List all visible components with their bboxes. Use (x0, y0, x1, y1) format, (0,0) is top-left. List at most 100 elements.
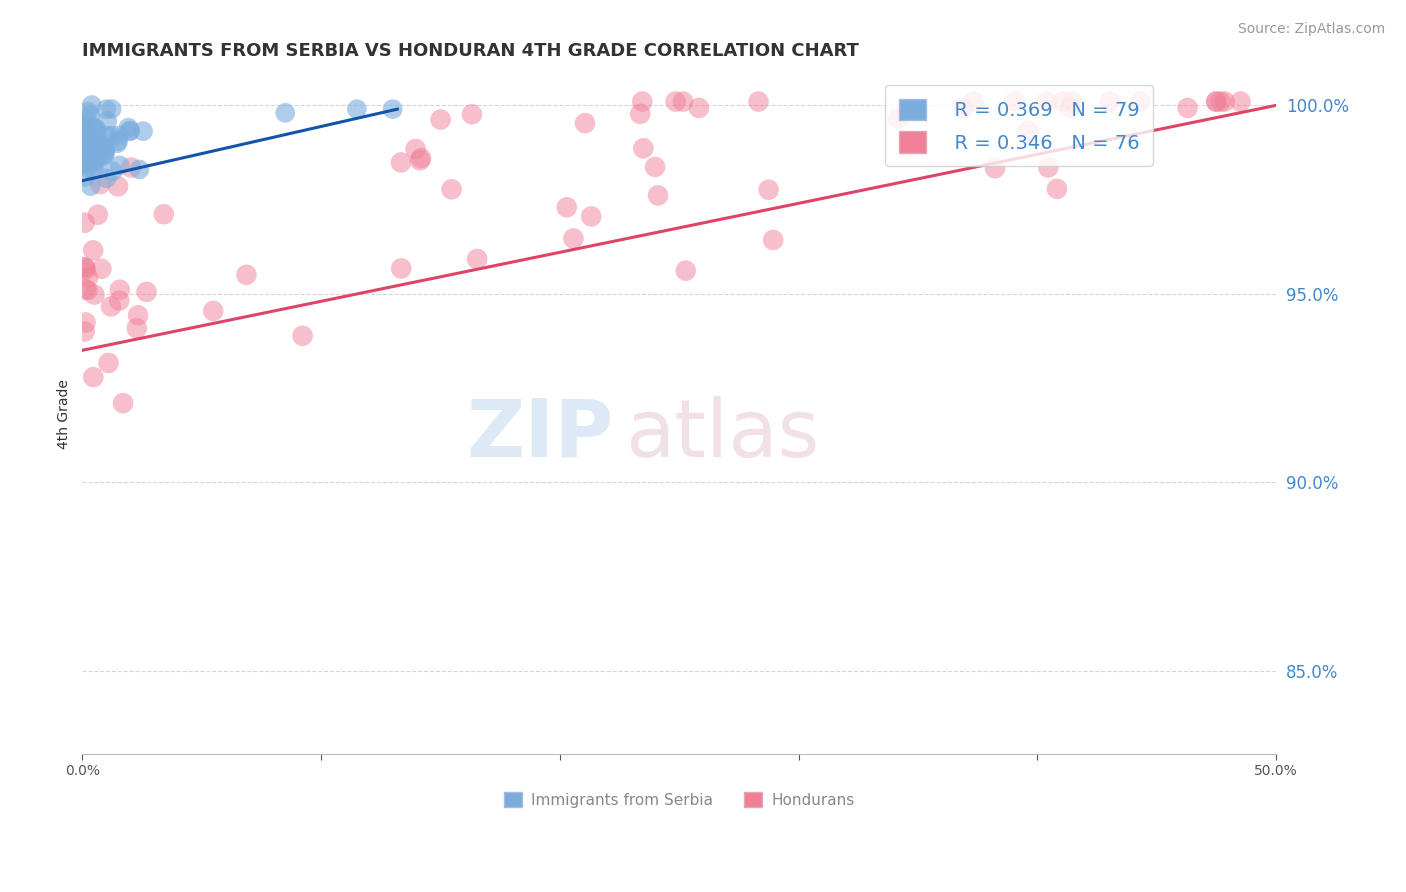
Point (83, 144, 105, 158)
Point (83, 153, 105, 168)
Point (135, 285, 157, 299)
Point (574, 116, 596, 130)
Point (89, 177, 111, 191)
Point (84, 121, 107, 136)
Point (105, 136, 128, 151)
Point (80, 98, 103, 112)
Point (77, 270, 100, 285)
Point (83, 162, 105, 177)
Point (100, 300, 122, 314)
Point (79, 179, 101, 194)
Point (73, 125, 96, 139)
Point (75, 126, 97, 140)
Point (108, 293, 131, 308)
Point (1129, 95, 1152, 109)
Point (75, 169, 97, 184)
Point (747, 95, 769, 109)
Point (984, 161, 1007, 176)
Point (75, 136, 97, 150)
Point (429, 112, 451, 127)
Point (86, 145, 108, 159)
Point (1062, 95, 1084, 109)
Point (73, 124, 96, 138)
Point (1038, 161, 1060, 175)
Point (94, 144, 117, 158)
Point (76, 152, 98, 166)
Point (152, 207, 174, 221)
Point (96, 171, 118, 186)
Point (96, 128, 118, 143)
Point (72, 146, 94, 161)
Point (73, 260, 96, 275)
Point (108, 283, 131, 297)
Point (76, 139, 98, 153)
Point (688, 101, 710, 115)
Point (82, 370, 104, 384)
Point (90, 261, 112, 276)
Point (100, 102, 122, 116)
Point (90, 139, 112, 153)
Text: atlas: atlas (626, 396, 820, 474)
Point (72, 125, 94, 139)
Point (76, 283, 98, 297)
Point (73, 127, 96, 141)
Point (73, 130, 96, 145)
Point (465, 252, 488, 266)
Point (86, 153, 108, 168)
Point (76, 145, 98, 159)
Point (631, 95, 654, 109)
Point (93, 146, 115, 161)
Point (664, 95, 686, 109)
Point (83, 120, 105, 135)
Point (87, 208, 110, 222)
Point (76, 143, 98, 157)
Point (77, 104, 100, 119)
Point (120, 161, 142, 175)
Point (73, 216, 96, 230)
Point (79, 127, 101, 141)
Point (75, 139, 97, 153)
Point (108, 128, 131, 143)
Point (82, 244, 104, 258)
Point (73, 325, 96, 339)
Point (107, 179, 129, 194)
Point (1017, 124, 1039, 138)
Point (411, 151, 433, 165)
Text: Source: ZipAtlas.com: Source: ZipAtlas.com (1237, 22, 1385, 37)
Point (202, 304, 225, 318)
Point (108, 158, 131, 172)
Text: IMMIGRANTS FROM SERBIA VS HONDURAN 4TH GRADE CORRELATION CHART: IMMIGRANTS FROM SERBIA VS HONDURAN 4TH G… (83, 42, 859, 60)
Point (127, 308, 149, 322)
Point (1059, 101, 1081, 115)
Y-axis label: 4th Grade: 4th Grade (58, 379, 72, 450)
Point (389, 155, 412, 169)
Point (1177, 101, 1199, 115)
Point (83, 287, 105, 301)
Point (75, 137, 97, 152)
Point (86, 129, 108, 144)
Point (72, 119, 94, 133)
Point (72, 154, 94, 169)
Point (90, 137, 112, 152)
Point (1209, 95, 1232, 109)
Point (409, 153, 432, 168)
Legend: Immigrants from Serbia, Hondurans: Immigrants from Serbia, Hondurans (498, 786, 860, 814)
Point (128, 162, 150, 177)
Point (274, 106, 297, 120)
Point (101, 164, 124, 178)
Point (76, 112, 98, 127)
Point (112, 396, 135, 410)
Point (86, 140, 108, 154)
Point (94, 147, 117, 161)
Point (762, 233, 785, 247)
Point (76, 143, 98, 157)
Point (77, 142, 100, 156)
Point (76, 139, 98, 153)
Point (672, 95, 695, 109)
Point (346, 102, 368, 116)
Point (82, 148, 104, 162)
Point (82, 146, 104, 161)
Point (96, 114, 118, 128)
Point (952, 102, 974, 116)
Point (1004, 95, 1026, 109)
